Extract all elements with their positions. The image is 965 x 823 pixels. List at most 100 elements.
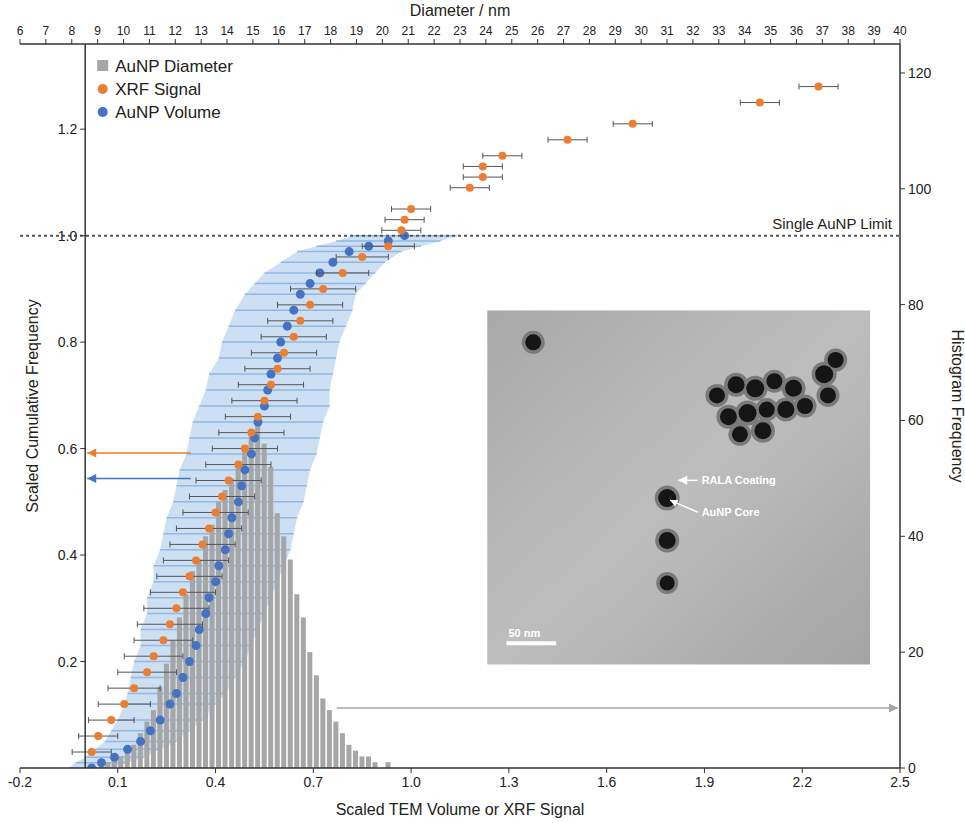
arrow-head bbox=[87, 474, 96, 483]
tick-label: 0.4 bbox=[206, 774, 226, 790]
tick-label: 0 bbox=[908, 760, 916, 776]
tick-label: 16 bbox=[272, 24, 286, 38]
tick bbox=[434, 39, 435, 44]
point bbox=[254, 413, 262, 421]
error-cap bbox=[134, 717, 135, 723]
particle-core bbox=[797, 398, 813, 414]
tick bbox=[900, 420, 905, 421]
histogram-bar bbox=[210, 525, 215, 768]
point bbox=[88, 748, 96, 756]
error-cap bbox=[238, 382, 239, 388]
error-cap bbox=[261, 334, 262, 340]
tick-label: 34 bbox=[738, 24, 752, 38]
tick-label: 8 bbox=[68, 24, 75, 38]
error-cap bbox=[117, 733, 118, 739]
error-cap bbox=[430, 206, 431, 212]
tick bbox=[900, 188, 905, 189]
error-cap bbox=[587, 137, 588, 143]
tick bbox=[900, 304, 905, 305]
histogram-bar bbox=[190, 571, 195, 768]
error-cap bbox=[838, 84, 839, 90]
tick-label: 20 bbox=[908, 644, 924, 660]
point bbox=[339, 269, 347, 277]
error-cap bbox=[326, 334, 327, 340]
y-axis-line bbox=[84, 44, 86, 768]
error-cap bbox=[254, 494, 255, 500]
error-cap bbox=[342, 302, 343, 308]
error-cap bbox=[613, 121, 614, 127]
tick-label: 0.2 bbox=[58, 654, 78, 670]
error-cap bbox=[222, 573, 223, 579]
point bbox=[205, 524, 213, 532]
particle-core bbox=[709, 387, 725, 403]
error-cap bbox=[202, 621, 203, 627]
error-cap bbox=[290, 286, 291, 292]
tick bbox=[408, 39, 409, 44]
error-cap bbox=[368, 270, 369, 276]
histogram-bar bbox=[197, 559, 202, 768]
error-cap bbox=[270, 462, 271, 468]
point bbox=[237, 481, 246, 490]
error-cap bbox=[414, 243, 415, 249]
particle-core bbox=[820, 387, 836, 403]
tick-label: 12 bbox=[169, 24, 183, 38]
tick bbox=[80, 235, 85, 236]
tick bbox=[80, 448, 85, 449]
error-cap bbox=[88, 717, 89, 723]
tick-label: 1.6 bbox=[597, 774, 617, 790]
point bbox=[290, 333, 298, 341]
particle-core bbox=[777, 401, 794, 418]
point bbox=[266, 370, 275, 379]
point bbox=[247, 449, 256, 458]
tick-label: 0.7 bbox=[304, 774, 324, 790]
tick-label: 1.9 bbox=[695, 774, 715, 790]
particle-core bbox=[525, 334, 541, 350]
legend-symbol bbox=[98, 84, 108, 94]
point bbox=[143, 668, 151, 676]
histogram-bar bbox=[242, 449, 247, 768]
legend-symbol bbox=[97, 60, 108, 71]
point bbox=[280, 349, 288, 357]
axis-title: Diameter / nm bbox=[410, 2, 510, 19]
tick-label: 35 bbox=[764, 24, 778, 38]
error-cap bbox=[388, 254, 389, 260]
point bbox=[283, 322, 292, 331]
point bbox=[241, 445, 249, 453]
error-cap bbox=[303, 382, 304, 388]
error-cap bbox=[385, 217, 386, 223]
error-cap bbox=[424, 217, 425, 223]
tick-label: 25 bbox=[505, 24, 519, 38]
point bbox=[136, 737, 145, 746]
particle-coating bbox=[655, 529, 679, 553]
tick-label: 31 bbox=[660, 24, 674, 38]
x-axis-line bbox=[20, 767, 900, 769]
particle-coating bbox=[728, 423, 751, 446]
point bbox=[221, 545, 230, 554]
point bbox=[224, 529, 233, 538]
point bbox=[211, 577, 220, 586]
tick bbox=[201, 39, 202, 44]
tick bbox=[45, 39, 46, 44]
scale-bar bbox=[506, 641, 556, 645]
point bbox=[179, 588, 187, 596]
point bbox=[185, 572, 193, 580]
point bbox=[479, 162, 487, 170]
tick-label: 17 bbox=[298, 24, 312, 38]
histogram-bar bbox=[216, 502, 221, 768]
tick-label: 14 bbox=[220, 24, 234, 38]
limit-line bbox=[20, 235, 900, 237]
particle-core bbox=[732, 426, 748, 442]
error-cap bbox=[450, 185, 451, 191]
point bbox=[466, 184, 474, 192]
error-cap bbox=[78, 733, 79, 739]
point bbox=[756, 99, 764, 107]
tick-label: 32 bbox=[686, 24, 700, 38]
point bbox=[185, 657, 194, 666]
tick bbox=[718, 39, 719, 44]
point bbox=[384, 242, 392, 250]
histogram-bar bbox=[118, 756, 123, 768]
point bbox=[498, 152, 506, 160]
point bbox=[146, 726, 155, 735]
point bbox=[273, 354, 282, 363]
error-cap bbox=[241, 525, 242, 531]
